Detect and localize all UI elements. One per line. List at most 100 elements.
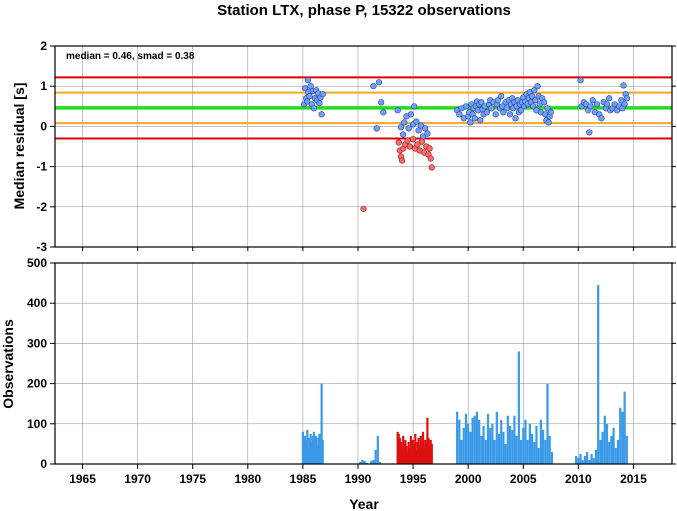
- y-tick-label: -2: [36, 200, 47, 214]
- observation-bar: [372, 459, 375, 464]
- observation-bar: [462, 427, 465, 464]
- observation-bar: [493, 439, 496, 464]
- y-tick-label: -3: [36, 240, 47, 254]
- observation-bar: [430, 443, 433, 464]
- reference-lines: [55, 76, 672, 140]
- residual-point: [418, 138, 425, 145]
- x-tick-label: 2000: [455, 472, 482, 486]
- observation-bar: [316, 445, 319, 464]
- x-tick-label: 2015: [620, 472, 647, 486]
- observation-bar: [467, 423, 470, 464]
- residual-point: [370, 83, 377, 90]
- residual-point: [618, 97, 625, 104]
- residual-point: [398, 157, 406, 164]
- residual-point: [500, 109, 507, 116]
- observation-bar: [478, 419, 481, 464]
- residual-point: [306, 93, 313, 100]
- residual-point: [494, 97, 502, 104]
- observation-bar: [321, 439, 324, 464]
- observation-bar: [320, 383, 323, 464]
- observation-bar: [460, 439, 463, 464]
- observation-bar: [414, 433, 417, 464]
- observation-bar: [475, 411, 479, 464]
- observation-bar: [579, 453, 582, 464]
- x-tick-label: 2005: [510, 472, 537, 486]
- observation-bar: [399, 441, 403, 464]
- observation-bar: [421, 431, 425, 464]
- observations-frame: [54, 262, 673, 465]
- residual-point: [427, 155, 434, 162]
- residual-point: [401, 119, 408, 126]
- stats-annotation: median = 0.46, smad = 0.38: [66, 51, 195, 62]
- residual-point: [397, 124, 405, 131]
- residual-grid: [55, 45, 672, 248]
- observation-bar: [376, 435, 379, 464]
- observation-bar: [526, 439, 529, 464]
- residual-point: [593, 101, 601, 108]
- residual-point: [422, 125, 429, 132]
- observation-bar: [535, 425, 538, 464]
- observation-bar: [581, 459, 584, 464]
- observation-bar: [524, 419, 527, 464]
- residual-point: [302, 85, 309, 92]
- observation-bar: [592, 457, 595, 464]
- observation-bar: [517, 351, 520, 464]
- residual-point: [503, 105, 510, 112]
- observation-bar: [599, 439, 602, 464]
- observation-bar: [491, 423, 494, 464]
- residual-point: [373, 125, 380, 132]
- residual-point: [471, 115, 478, 122]
- observation-bar: [513, 415, 516, 464]
- observation-bar: [537, 447, 540, 464]
- observation-bar: [359, 461, 362, 464]
- x-tick-label: 1980: [234, 472, 261, 486]
- residual-point: [530, 103, 537, 110]
- residual-point: [621, 101, 628, 108]
- residual-points: [300, 77, 630, 212]
- observation-bar: [489, 427, 492, 464]
- residual-point: [603, 101, 611, 108]
- residual-point: [304, 77, 311, 84]
- observation-bar: [484, 439, 487, 464]
- residual-point: [483, 109, 491, 116]
- observation-bar: [508, 425, 512, 464]
- residual-point: [395, 139, 402, 146]
- y-tick-label: 2: [40, 39, 47, 53]
- residual-point: [318, 111, 325, 118]
- residual-y-label: Median residual [s]: [11, 83, 27, 210]
- observation-bar: [396, 431, 399, 464]
- y-tick-label: 100: [27, 417, 47, 431]
- observation-bar: [586, 451, 589, 464]
- y-tick-label: -1: [36, 160, 47, 174]
- residual-point: [512, 115, 519, 122]
- residual-point: [534, 83, 541, 90]
- observation-bar: [486, 413, 490, 464]
- observation-bar: [480, 435, 483, 464]
- observation-bar: [594, 449, 598, 464]
- residual-point: [414, 141, 421, 148]
- residual-point: [310, 105, 318, 112]
- residual-point: [417, 122, 424, 129]
- observation-bar: [403, 443, 406, 464]
- observation-bar: [539, 419, 542, 464]
- residual-point: [406, 143, 413, 150]
- observation-bar: [575, 455, 578, 464]
- residual-point: [319, 91, 326, 98]
- residual-point: [528, 93, 536, 100]
- residual-point: [404, 137, 411, 144]
- observation-bar: [522, 427, 525, 464]
- observation-bar: [495, 411, 498, 464]
- observation-bar: [406, 451, 409, 464]
- observation-bar: [464, 413, 468, 464]
- observation-bar: [608, 441, 611, 464]
- observation-bar: [319, 441, 322, 464]
- observations-y-ticks: 0 100 200 300 400 500: [27, 256, 676, 471]
- residual-point: [532, 97, 539, 104]
- x-tick-label: 2010: [565, 472, 592, 486]
- observation-bar: [603, 415, 606, 464]
- x-tick-label: 1970: [124, 472, 151, 486]
- residual-point: [544, 105, 551, 112]
- residual-point: [375, 79, 383, 86]
- observation-bar: [374, 449, 377, 464]
